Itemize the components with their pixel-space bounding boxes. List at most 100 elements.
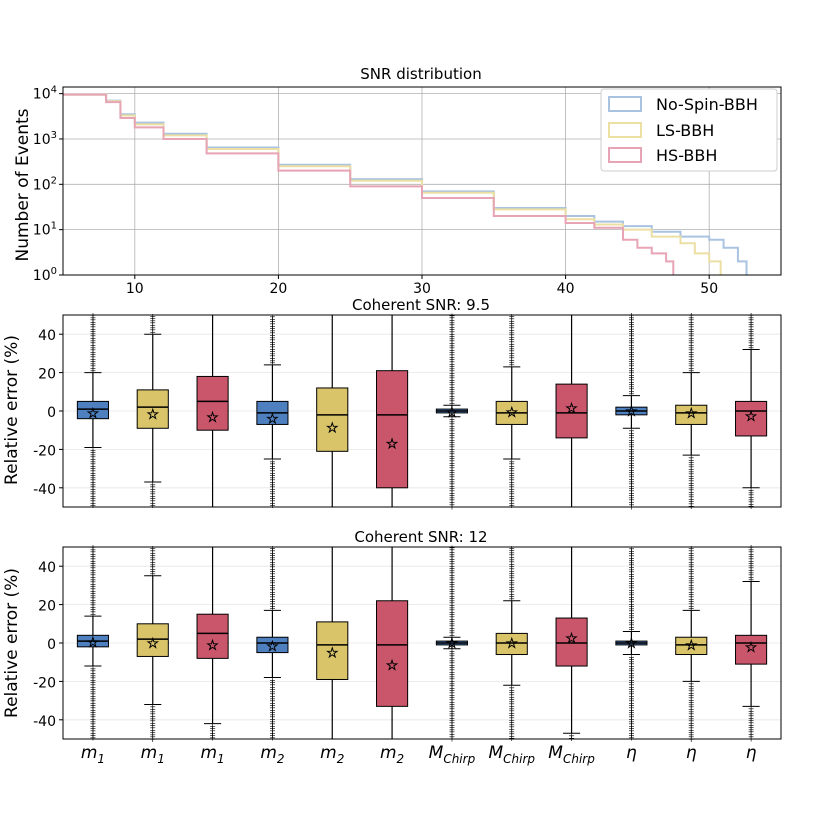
outlier-marker: + [748,555,755,564]
outlier-marker: + [90,545,97,554]
outlier-marker: + [628,493,635,502]
outlier-marker: + [628,720,635,729]
outlier-marker: + [449,337,456,346]
outlier-marker: + [269,494,276,503]
legend-swatch-no-spin [608,96,642,112]
outlier-marker: + [449,571,456,580]
outlier-marker: + [90,720,97,729]
outlier-marker: + [748,548,755,557]
outlier-marker: + [149,556,156,565]
outlier-marker: + [269,347,276,356]
outlier-marker: + [90,687,97,696]
outlier-marker: + [628,440,635,449]
outlier-marker: + [449,355,456,364]
outlier-marker: + [269,560,276,569]
outlier-marker: + [748,728,755,737]
snr-12-ytick-label: 40 [38,560,56,576]
outlier-marker: + [628,667,635,676]
outlier-marker: + [748,707,755,716]
mean-star-marker: ☆ [745,640,758,656]
outlier-marker: + [449,601,456,610]
outlier-marker: + [748,573,755,582]
outlier-marker: + [688,717,695,726]
outlier-marker: + [90,690,97,699]
outlier-marker: + [628,454,635,463]
outlier-marker: + [269,717,276,726]
outlier-marker: + [90,316,97,325]
outlier-marker: + [628,614,635,623]
iqr-box [256,636,289,654]
outlier-marker: + [688,684,695,693]
outlier-marker: + [628,343,635,352]
outlier-marker: + [628,678,635,687]
mean-star-marker: ☆ [505,636,518,652]
outlier-marker: + [748,550,755,559]
mean-star-marker: ☆ [87,406,100,422]
outlier-marker: + [90,557,97,566]
outlier-marker: + [628,556,635,565]
box-panel-snr-12-title: Coherent SNR: 12 [354,528,487,546]
outlier-marker: + [628,429,635,438]
outlier-marker: + [449,422,456,431]
outlier-marker: + [90,464,97,473]
outlier-marker: + [449,553,456,562]
outlier-marker: + [449,323,456,332]
outlier-marker: + [508,319,515,328]
outlier-marker: + [449,569,456,578]
outlier-marker: + [628,547,635,556]
outlier-marker: + [748,571,755,580]
outlier-marker: + [508,358,515,367]
outlier-marker: + [269,313,276,322]
outlier-marker: + [508,354,515,363]
outlier-marker: + [508,581,515,590]
outlier-marker: + [508,314,515,323]
outlier-marker: + [90,676,97,685]
outlier-marker: + [688,719,695,728]
iqr-box [735,634,768,665]
outlier-marker: + [508,340,515,349]
outlier-marker: + [628,717,635,726]
outlier-marker: + [628,380,635,389]
outlier-marker: + [628,604,635,613]
outlier-marker: + [269,354,276,363]
outlier-marker: + [449,376,456,385]
snr-9-5-box-no_spin: ++++++++++++++++++++++++++++++++++++++++… [615,311,648,512]
outlier-marker: + [269,704,276,713]
outlier-marker: + [508,328,515,337]
outlier-marker: + [149,492,156,501]
outlier-marker: + [449,424,456,433]
outlier-marker: + [628,427,635,436]
outlier-marker: + [90,469,97,478]
outlier-marker: + [628,466,635,475]
outlier-marker: + [628,470,635,479]
snr-ytick-label: 100 [33,266,57,284]
outlier-marker: + [748,316,755,325]
category-label: η [686,743,697,763]
outlier-marker: + [688,465,695,474]
outlier-marker: + [628,572,635,581]
outlier-marker: + [449,709,456,718]
outlier-marker: + [748,341,755,350]
outlier-marker: + [269,581,276,590]
snr-9-5-box-ls: ++++++++++++++++++++++++++++++++++++++++… [675,311,708,511]
outlier-marker: + [688,470,695,479]
outlier-marker: + [449,477,456,486]
outlier-marker: + [688,346,695,355]
outlier-marker: + [688,558,695,567]
outlier-marker: + [149,710,156,719]
outlier-marker: + [688,689,695,698]
outlier-marker: + [688,453,695,462]
outlier-marker: + [449,624,456,633]
outlier-marker: + [508,496,515,505]
outlier-marker: + [748,552,755,561]
outlier-marker: + [449,652,456,661]
outlier-marker: + [748,320,755,329]
outlier-marker: + [449,613,456,622]
outlier-marker: + [628,692,635,701]
outlier-marker: + [449,334,456,343]
outlier-marker: + [449,698,456,707]
outlier-marker: + [508,725,515,734]
outlier-marker: + [688,332,695,341]
outlier-marker: + [628,657,635,666]
outlier-marker: + [508,494,515,503]
